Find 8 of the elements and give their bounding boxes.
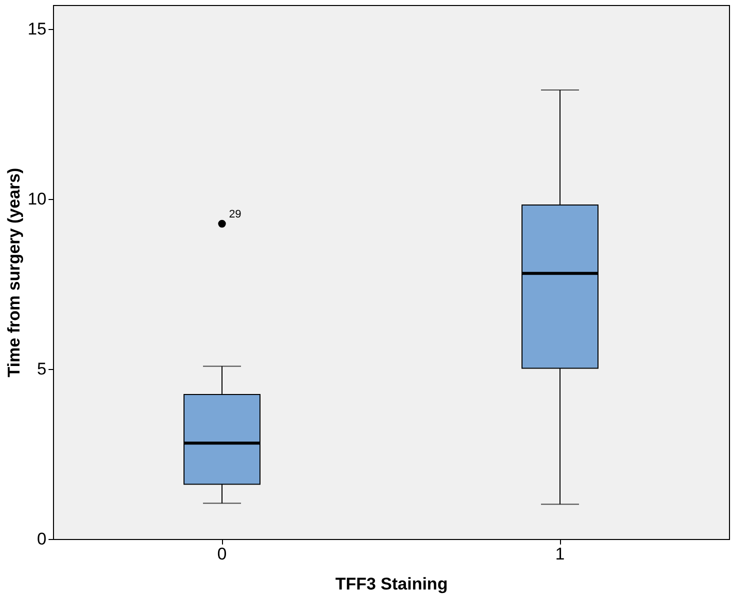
y-tick-label: 5 [37, 359, 46, 378]
y-tick-label: 15 [28, 19, 46, 38]
x-axis-title: TFF3 Staining [335, 574, 448, 594]
annotation: 29 [229, 208, 242, 221]
y-tick-label: 0 [37, 530, 46, 548]
y-axis-title: Time from surgery (years) [4, 168, 24, 378]
y-tick-label: 10 [28, 189, 46, 208]
x-tick-label: 1 [555, 544, 565, 564]
